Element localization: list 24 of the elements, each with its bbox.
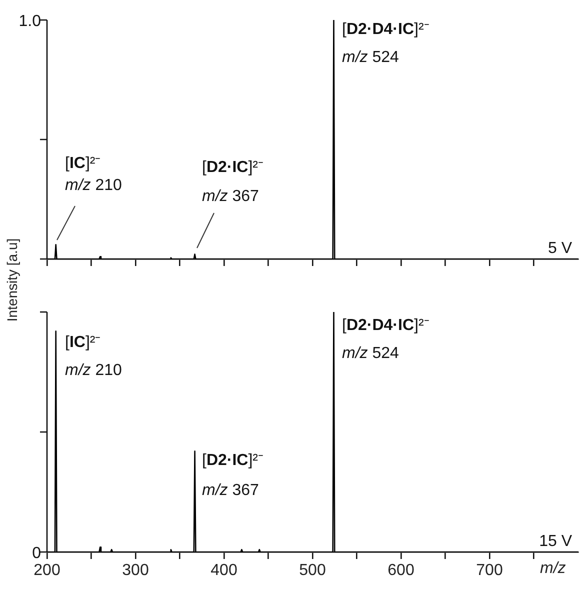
annotation: [D2·D4·IC]²⁻: [342, 317, 429, 334]
annotation: [D2·IC]²⁻: [202, 159, 264, 176]
annotation: m/z 367: [202, 482, 260, 499]
annotation: m/z 524: [342, 49, 400, 66]
x-tick-label: 200: [34, 562, 60, 580]
x-tick-label: 600: [388, 562, 414, 580]
x-tick-label: 400: [210, 562, 238, 580]
y-axis-title: Intensity [a.u]: [4, 238, 20, 322]
annotation: [IC]²⁻: [65, 334, 100, 351]
annotation: m/z 210: [65, 362, 122, 379]
x-tick-label: 300: [122, 562, 149, 580]
text: 0: [32, 545, 42, 562]
annotation: [D2·D4·IC]²⁻: [342, 21, 429, 38]
text: 1.0: [18, 13, 42, 30]
annotation: [IC]²⁻: [65, 155, 100, 172]
x-tick-label: 500: [299, 562, 326, 580]
x-axis-title: m/z: [540, 560, 566, 578]
annotation: m/z 524: [342, 345, 400, 362]
annotation: [D2·IC]²⁻: [202, 452, 264, 469]
annotation: m/z 367: [202, 188, 260, 205]
annotation: 15 V: [539, 533, 572, 550]
x-tick-label: 700: [476, 562, 503, 580]
annotation: 5 V: [548, 240, 572, 257]
annotation: m/z 210: [65, 177, 122, 194]
